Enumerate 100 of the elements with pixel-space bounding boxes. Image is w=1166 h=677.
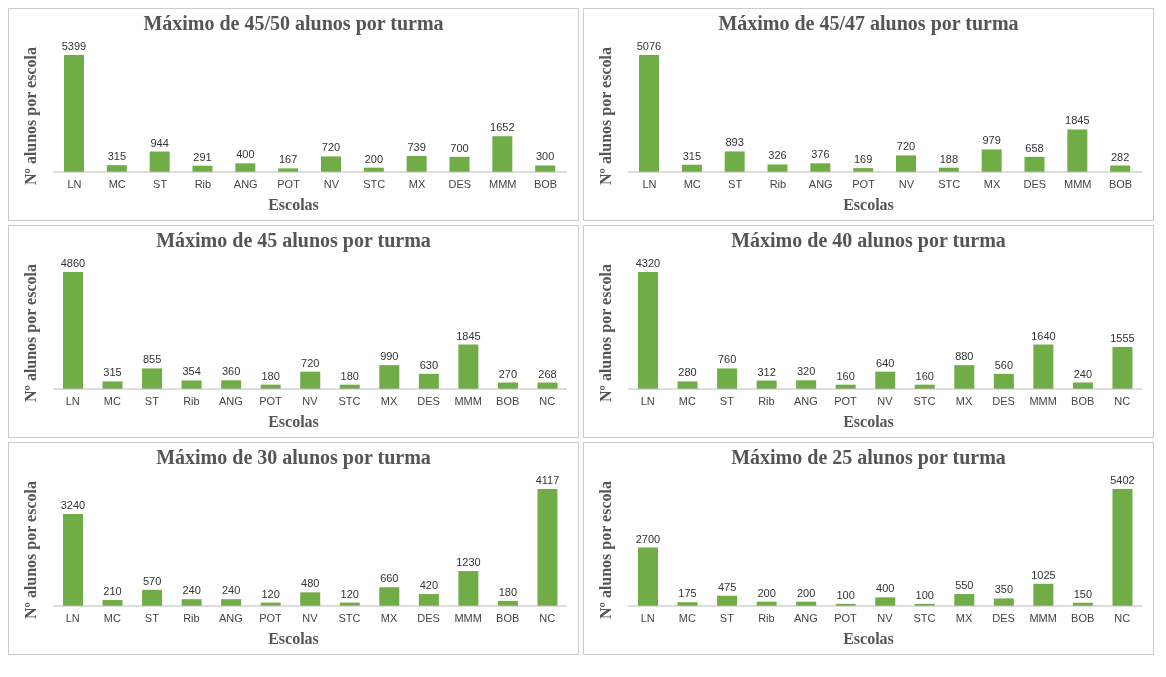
bar [63,513,83,606]
data-label: 4117 [535,474,560,486]
data-label: 760 [717,353,737,366]
data-label: 315 [103,366,122,379]
x-tick-label: MX [955,394,973,407]
data-label: 2700 [635,532,661,545]
y-axis-title: Nº alunos por escola [22,480,40,621]
x-tick-label: MMM [489,177,517,190]
bar [300,592,321,606]
chart-title: Máximo de 30 alunos por turma [155,445,432,471]
x-tick-label: POT [259,394,283,407]
data-label: 1555 [1110,331,1135,344]
bar [810,163,831,172]
x-tick-label: POT [834,394,858,407]
x-tick-label: BOB [496,394,520,407]
x-tick-label: STC [338,394,361,407]
data-label: 720 [896,140,916,153]
bar [64,55,84,172]
data-label: 944 [150,136,169,149]
data-label: 240 [1073,367,1093,380]
x-tick-label: ANG [794,394,818,407]
data-label: 200 [757,586,776,599]
bar [149,151,170,172]
y-axis-title: Nº alunos por escola [22,46,40,187]
data-label: 720 [321,141,341,154]
x-tick-label: DES [417,394,440,407]
data-label: 1230 [456,556,481,569]
x-tick-label: MMM [1029,394,1057,407]
x-tick-label: NV [898,177,915,190]
data-label: 291 [193,150,212,163]
data-label: 282 [1110,150,1130,163]
x-tick-label: MC [103,611,121,624]
bar [1112,346,1133,389]
data-label: 855 [142,353,162,366]
x-tick-label: BOB [496,611,520,624]
x-tick-label: ANG [219,611,243,624]
bar [458,344,479,389]
bar [875,597,896,606]
x-tick-label: NV [323,177,340,190]
x-tick-label: NC [539,611,556,624]
data-label: 188 [939,152,959,165]
bar [142,589,163,606]
x-tick-label: DES [448,177,472,190]
data-label: 180 [498,585,518,598]
data-label: 354 [182,365,201,378]
bar [954,365,975,389]
x-tick-label: MC [683,177,701,190]
bar [717,368,738,389]
bar [379,365,400,389]
x-tick-label: MX [380,611,398,624]
bar [63,272,83,389]
chart-title: Máximo de 45/50 alunos por turma [142,11,445,37]
chart-title: Máximo de 45 alunos por turma [155,228,432,254]
bar [875,371,896,389]
data-label: 5076 [636,40,662,52]
x-tick-label: STC [913,394,936,407]
data-label: 326 [768,149,787,162]
x-tick-label: MC [678,611,696,624]
data-label: 1640 [1031,329,1056,342]
x-tick-label: MX [408,177,426,190]
x-tick-label: BOB [1071,611,1095,624]
data-label: 210 [103,585,122,598]
bar [638,547,658,606]
data-label: 660 [380,572,399,585]
bar [993,598,1014,606]
data-label: 4860 [60,257,86,269]
data-label: 315 [107,150,127,163]
bar [300,371,321,389]
data-label: 240 [221,584,241,597]
y-axis-title: Nº alunos por escola [22,263,40,404]
data-label: 200 [364,152,384,165]
x-tick-label: POT [259,611,283,624]
data-label: 180 [340,369,359,382]
x-tick-label: Rib [758,394,775,407]
data-label: 880 [955,350,974,363]
y-axis-title: Nº alunos por escola [597,480,615,621]
data-label: 100 [836,588,855,601]
data-label: 120 [340,587,359,600]
bar [458,571,479,606]
x-tick-label: ANG [794,611,818,624]
x-tick-label: MMM [454,394,482,407]
data-label: 169 [853,153,873,166]
data-label: 268 [538,367,557,380]
x-tick-label: Rib [183,394,200,407]
x-tick-label: DES [417,611,440,624]
bar [896,155,916,172]
x-tick-label: ANG [233,177,258,190]
bar [638,272,658,389]
x-tick-label: NV [302,394,319,407]
bar [724,151,745,172]
bar [796,380,817,389]
data-label: 5399 [61,40,87,52]
data-label: 315 [682,149,702,162]
bar [221,380,242,389]
x-axis-title: Escolas [267,630,320,649]
x-tick-label: MC [108,177,126,190]
bar [1112,489,1133,606]
x-tick-label: STC [938,177,961,190]
data-label: 200 [796,586,816,599]
bar [1067,129,1088,172]
